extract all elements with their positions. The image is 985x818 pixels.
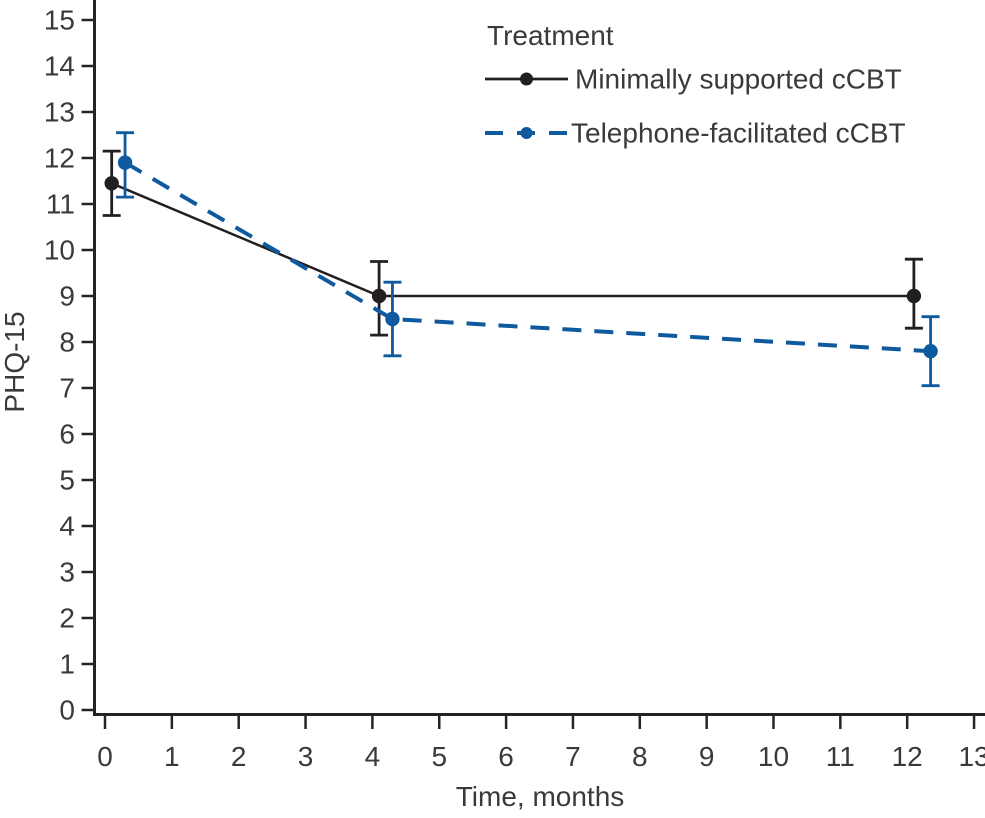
y-tick-label: 6 — [59, 419, 75, 450]
series-minimally-supported — [102, 149, 923, 337]
legend-label-telephone-facilitated: Telephone-facilitated cCBT — [571, 118, 906, 149]
series-line — [124, 160, 931, 354]
legend-sample-dot — [520, 127, 533, 139]
data-point — [117, 155, 133, 170]
y-tick-label: 12 — [44, 143, 75, 174]
y-tick-label: 7 — [59, 373, 75, 404]
y-tick-label: 15 — [44, 5, 75, 36]
x-tick-label: 7 — [565, 741, 581, 772]
x-tick-label: 6 — [498, 741, 514, 772]
y-tick-label: 0 — [59, 695, 75, 726]
y-tick-label: 8 — [59, 327, 75, 358]
data-point — [371, 288, 387, 304]
y-axis-title: PHQ-15 — [0, 311, 30, 412]
y-tick-label: 5 — [59, 465, 75, 496]
series-line — [111, 182, 914, 298]
y-tick-label: 11 — [46, 189, 75, 220]
data-point — [385, 311, 400, 327]
x-tick-label: 9 — [699, 741, 715, 772]
y-tick-label: 10 — [44, 235, 75, 266]
x-tick-label: 2 — [231, 741, 247, 772]
series-layer — [102, 131, 940, 388]
data-point — [104, 176, 119, 191]
legend-swatch-minimally-supported — [485, 72, 568, 86]
series-telephone-facilitated — [116, 131, 940, 388]
x-tick-label: 4 — [365, 741, 381, 772]
y-tick-label: 9 — [59, 281, 75, 312]
y-tick-label: 4 — [59, 511, 75, 542]
x-tick-label: 8 — [632, 741, 648, 772]
legend-label-minimally-supported: Minimally supported cCBT — [575, 64, 902, 95]
x-tick-label: 0 — [97, 741, 113, 772]
y-tick-label: 3 — [59, 557, 75, 588]
x-tick-label: 13 — [958, 741, 985, 772]
y-tick-label: 2 — [59, 603, 75, 634]
x-tick-label: 11 — [826, 741, 855, 772]
legend-title: Treatment — [487, 20, 614, 51]
y-tick-label: 1 — [59, 649, 75, 680]
y-tick-label: 14 — [44, 51, 75, 82]
data-point — [906, 288, 922, 304]
markers-layer — [104, 155, 938, 359]
x-tick-label: 3 — [298, 741, 314, 772]
legend-swatch-telephone-facilitated — [485, 127, 568, 139]
data-point — [923, 344, 938, 359]
x-tick-label: 10 — [758, 741, 789, 772]
x-tick-label: 12 — [892, 741, 923, 772]
y-tick-label: 13 — [44, 97, 75, 128]
x-tick-label: 1 — [164, 741, 180, 772]
x-axis-title: Time, months — [456, 781, 625, 812]
x-tick-label: 5 — [431, 741, 447, 772]
legend: Treatment Minimally supported cCBT Telep… — [485, 20, 906, 149]
legend-sample-dot — [520, 72, 533, 86]
